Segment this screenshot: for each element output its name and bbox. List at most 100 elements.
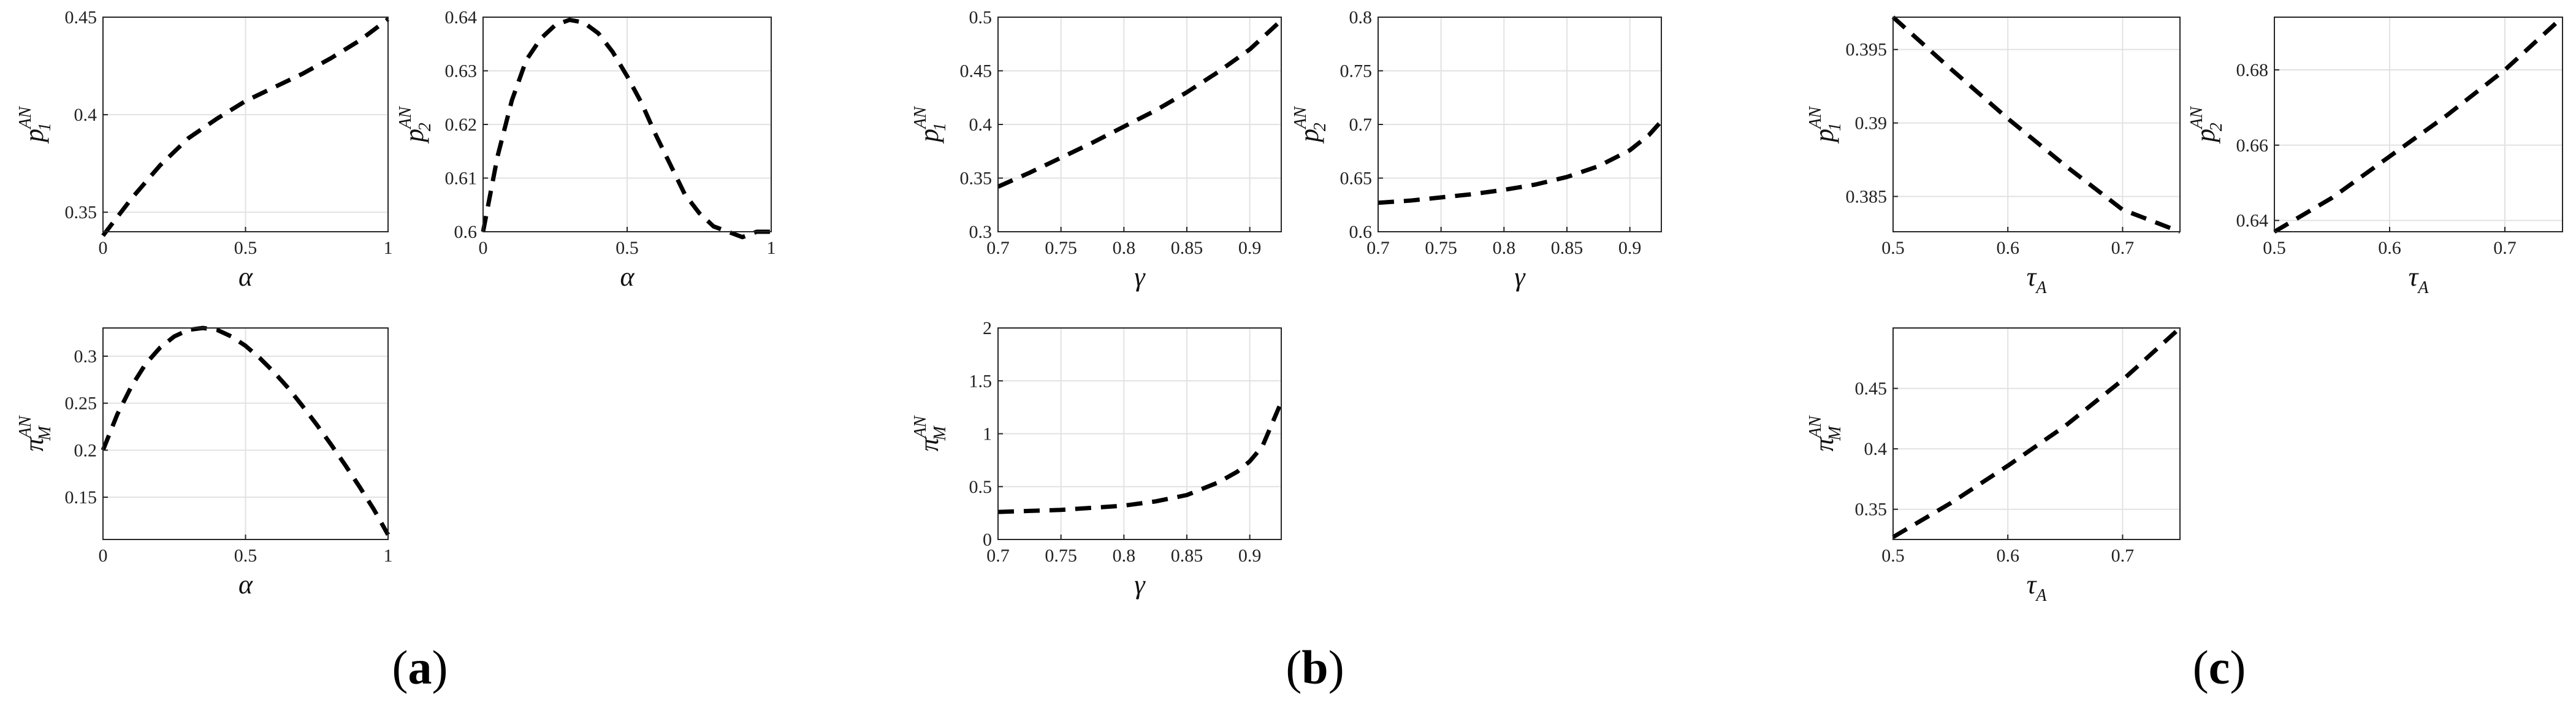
subplot-6-ytick-label-3: 1.5 <box>969 371 993 391</box>
subplot-2-ytick-label-1: 0.61 <box>445 169 478 189</box>
subplot-2-xlabel-base: α <box>620 262 634 292</box>
subplot-1-xlabel-base: α <box>238 262 253 292</box>
subplot-6-ytick-label-1: 0.5 <box>969 477 993 497</box>
subplot-2-ytick-label-2: 0.62 <box>445 115 478 135</box>
subplot-9-series-line <box>1892 326 2182 539</box>
subplot-6-xlabel-base: γ <box>1134 570 1146 600</box>
subplot-8-ylabel-base: p <box>2190 129 2220 144</box>
subplot-6-ylabel-base: π <box>914 436 944 451</box>
panel-label-b: (b) <box>1286 641 1344 694</box>
subplot-6-ylabel-sup: AN <box>911 415 930 439</box>
subplot-8-xtick-label-2: 0.7 <box>2493 238 2517 258</box>
subplot-3-ylabel: πANM <box>16 415 55 451</box>
subplot-5-xtick-label-4: 0.9 <box>1618 238 1642 258</box>
subplot-4-ylabel-base: p <box>914 129 944 144</box>
subplot-8-ytick-label-2: 0.68 <box>2236 60 2269 80</box>
subplot-1-ylabel: pAN1 <box>16 106 55 144</box>
subplot-2-xtick-label-0: 0 <box>479 238 488 258</box>
subplot-1-xlabel: α <box>238 262 253 292</box>
subplot-3-ylabel-sup: AN <box>16 415 35 439</box>
subplot-1-ylabel-sup: AN <box>16 106 35 130</box>
subplot-7-ytick-label-2: 0.395 <box>1846 40 1888 60</box>
subplot-6-ylabel: πANM <box>911 415 950 451</box>
subplot-8-ylabel-sub: 2 <box>2207 123 2226 131</box>
subplot-1-ytick-label-2: 0.45 <box>65 7 97 28</box>
subplot-7-xlabel-base: τ <box>2027 262 2038 292</box>
subplot-3-ytick-label-1: 0.2 <box>74 440 97 460</box>
subplot-4-ytick-label-1: 0.35 <box>960 169 993 189</box>
subplot-4-ytick-label-0: 0.3 <box>969 222 993 242</box>
subplot-6-xtick-label-4: 0.9 <box>1238 546 1262 566</box>
subplot-5-xlabel-base: γ <box>1514 262 1526 292</box>
subplot-4-series-line <box>997 18 1283 189</box>
subplot-1-ytick-label-0: 0.35 <box>65 202 97 223</box>
subplot-3-xlabel-base: α <box>238 570 253 600</box>
subplot-9-xlabel: τA <box>2027 570 2048 605</box>
subplot-7-ytick-label-1: 0.39 <box>1855 113 1888 134</box>
subplot-7-ylabel-sup: AN <box>1806 106 1825 130</box>
subplot-4-ylabel: pAN1 <box>911 106 950 144</box>
subplot-3-ytick-label-0: 0.15 <box>65 487 97 508</box>
subplot-7-axes-box <box>1892 17 2181 232</box>
subplot-9-xtick-label-0: 0.5 <box>1881 546 1905 566</box>
subplot-4-ytick-label-2: 0.4 <box>969 115 993 135</box>
subplot-6-ylabel-sub: M <box>931 425 950 441</box>
subplot-4-ylabel-sub: 1 <box>931 123 950 131</box>
subplot-7-xtick-label-2: 0.7 <box>2111 238 2135 258</box>
subplot-3-ylabel-base: π <box>19 436 49 451</box>
subplot-1-ylabel-base: p <box>19 129 49 144</box>
panel-label-a: (a) <box>392 641 448 694</box>
subplot-9-xtick-label-1: 0.6 <box>1996 546 2019 566</box>
subplot-3: 0 0.5 1 0.15 0.2 0.25 0.3 α πANM <box>16 326 393 600</box>
subplot-8-series-line <box>2273 15 2564 234</box>
subplot-8-xlabel-sub: A <box>2417 278 2429 297</box>
subplot-6-xtick-label-3: 0.85 <box>1171 546 1203 566</box>
subplot-6-xtick-label-1: 0.75 <box>1045 546 1077 566</box>
subplot-8-ytick-label-1: 0.66 <box>2236 135 2269 156</box>
subplot-7-ytick-label-0: 0.385 <box>1846 186 1888 207</box>
subplot-5-ytick-label-1: 0.65 <box>1340 169 1373 189</box>
subplot-8-ylabel-sup: AN <box>2187 106 2206 130</box>
subplot-6-xlabel: γ <box>1134 570 1146 600</box>
subplot-1-ylabel-sub: 1 <box>36 123 55 131</box>
subplot-6-xtick-label-2: 0.8 <box>1113 546 1136 566</box>
subplot-9-xlabel-base: τ <box>2027 570 2038 600</box>
subplot-5-ytick-label-4: 0.8 <box>1349 7 1373 28</box>
subplot-9-ytick-label-0: 0.35 <box>1855 500 1888 520</box>
subplot-4-ytick-label-4: 0.5 <box>969 7 993 28</box>
subplot-5-ylabel: pAN2 <box>1291 106 1330 144</box>
subplot-5-xtick-label-1: 0.75 <box>1425 238 1457 258</box>
subplot-4-xtick-label-3: 0.85 <box>1171 238 1203 258</box>
subplot-5-ytick-label-0: 0.6 <box>1349 222 1373 242</box>
subplot-5-xtick-label-0: 0.7 <box>1366 238 1390 258</box>
subplot-3-ytick-label-3: 0.3 <box>74 346 97 367</box>
subplot-4: 0.7 0.75 0.8 0.85 0.9 0.3 0.35 0.4 0.45 0.5 γ pAN1 <box>911 7 1283 292</box>
subplot-5-xtick-label-2: 0.8 <box>1493 238 1516 258</box>
panel-label-c: (c) <box>2193 641 2246 694</box>
subplot-9-ytick-label-2: 0.45 <box>1855 379 1888 399</box>
subplot-9-ytick-label-1: 0.4 <box>1864 439 1888 459</box>
subplot-2-ylabel-sub: 2 <box>416 123 435 131</box>
subplot-9-xtick-label-2: 0.7 <box>2111 546 2135 566</box>
subplot-7-xlabel-sub: A <box>2035 278 2047 297</box>
subplot-3-ylabel-sub: M <box>36 425 55 441</box>
subplot-2-ylabel-sup: AN <box>396 106 415 130</box>
subplot-2-xtick-label-1: 0.5 <box>615 238 639 258</box>
subplot-1-xtick-label-2: 1 <box>384 238 393 258</box>
subplot-9-ylabel-sup: AN <box>1806 415 1825 439</box>
subplot-5-xtick-label-3: 0.85 <box>1551 238 1583 258</box>
subplot-7-ylabel-base: p <box>1809 129 1839 144</box>
subplot-8-plot-area <box>2274 17 2563 232</box>
subplot-2-ytick-label-0: 0.6 <box>454 222 478 242</box>
subplot-6-ytick-label-2: 1 <box>983 424 992 444</box>
subplot-2-ytick-label-4: 0.64 <box>445 7 478 28</box>
subplot-4-xtick-label-1: 0.75 <box>1045 238 1077 258</box>
subplot-7-ylabel: pAN1 <box>1806 106 1845 144</box>
subplot-2-xtick-label-2: 1 <box>767 238 776 258</box>
subplot-8-ytick-label-0: 0.64 <box>2236 211 2269 231</box>
